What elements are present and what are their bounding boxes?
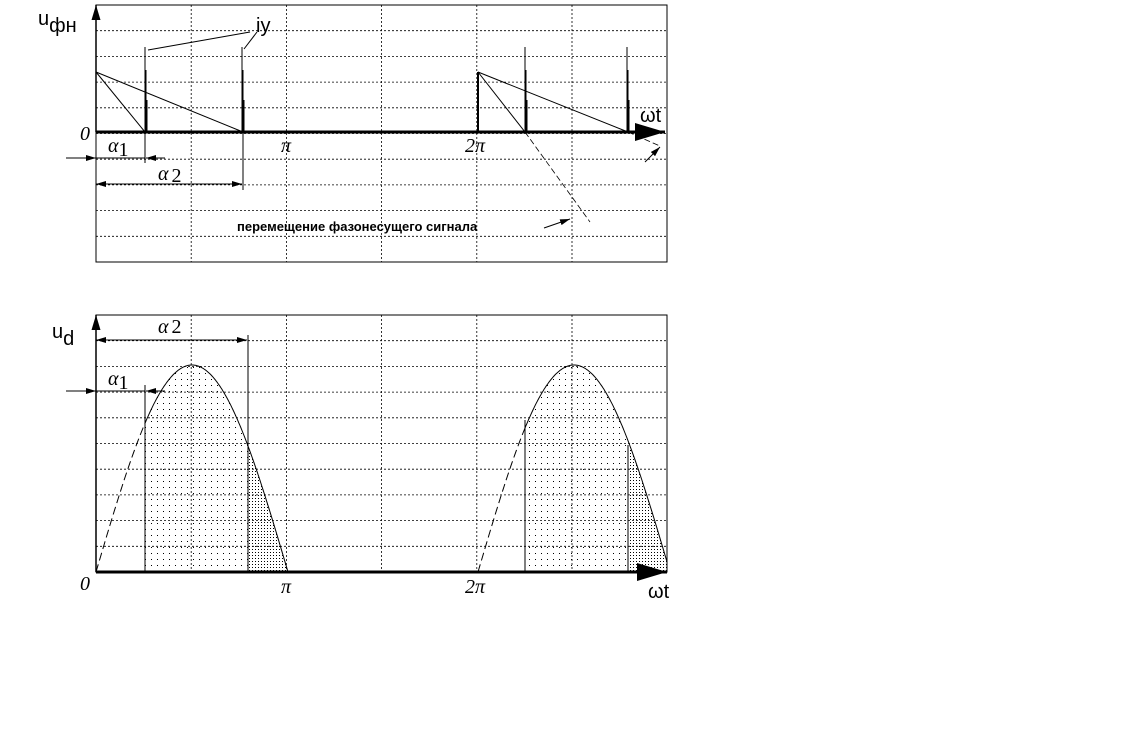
phase-signal-shift-dashed-2: [627, 131, 661, 147]
sine-solid-2: [524, 364, 668, 562]
pulse-3: [524, 47, 528, 132]
bottom-origin-label: 0: [80, 573, 90, 595]
firing-lines: [144, 335, 629, 572]
pulse-leader-2: [243, 31, 258, 50]
phase-shift-annotation: перемещение фазонесущего сигнала: [237, 219, 478, 234]
conduction-area-1-extra: [248, 446, 288, 572]
bottom-alpha1-label: α1: [108, 368, 129, 394]
bottom-tick-pi: π: [281, 576, 292, 598]
conduction-area-1: [145, 365, 248, 572]
annotation-arrow: [543, 218, 571, 229]
top-origin-label: 0: [80, 123, 90, 145]
top-tick-pi: π: [281, 135, 292, 157]
top-x-label: ωt: [640, 105, 662, 127]
sine-dashed-1: [95, 423, 146, 573]
top-tick-2pi: 2π: [465, 135, 486, 157]
top-y-label: uфн: [38, 8, 77, 37]
phase-signal-shift-dashed: [524, 131, 591, 223]
bottom-x-label: ωt: [648, 581, 670, 603]
top-alpha1-label: α1: [108, 135, 129, 161]
phase-signal-slow-2: [477, 71, 629, 133]
pulse-2: [241, 47, 245, 132]
phase-signal-slow: [95, 71, 244, 133]
conduction-area-2-extra: [628, 440, 667, 572]
pulse-1: [144, 47, 148, 132]
bottom-tick-2pi: 2π: [465, 576, 486, 598]
bottom-y-label: ud: [52, 321, 74, 350]
pulse-label: iy: [256, 15, 270, 37]
pulse-4: [626, 47, 630, 132]
sine-dashed-2: [477, 427, 526, 573]
conduction-area-2: [525, 365, 628, 572]
control-pulses: [144, 47, 630, 132]
sine-solid-1: [144, 364, 289, 573]
phase-signal-steep-2: [477, 71, 526, 133]
phase-signal-steep: [95, 71, 146, 133]
shift-arrow: [644, 146, 661, 163]
pulse-leader-1: [147, 31, 251, 51]
